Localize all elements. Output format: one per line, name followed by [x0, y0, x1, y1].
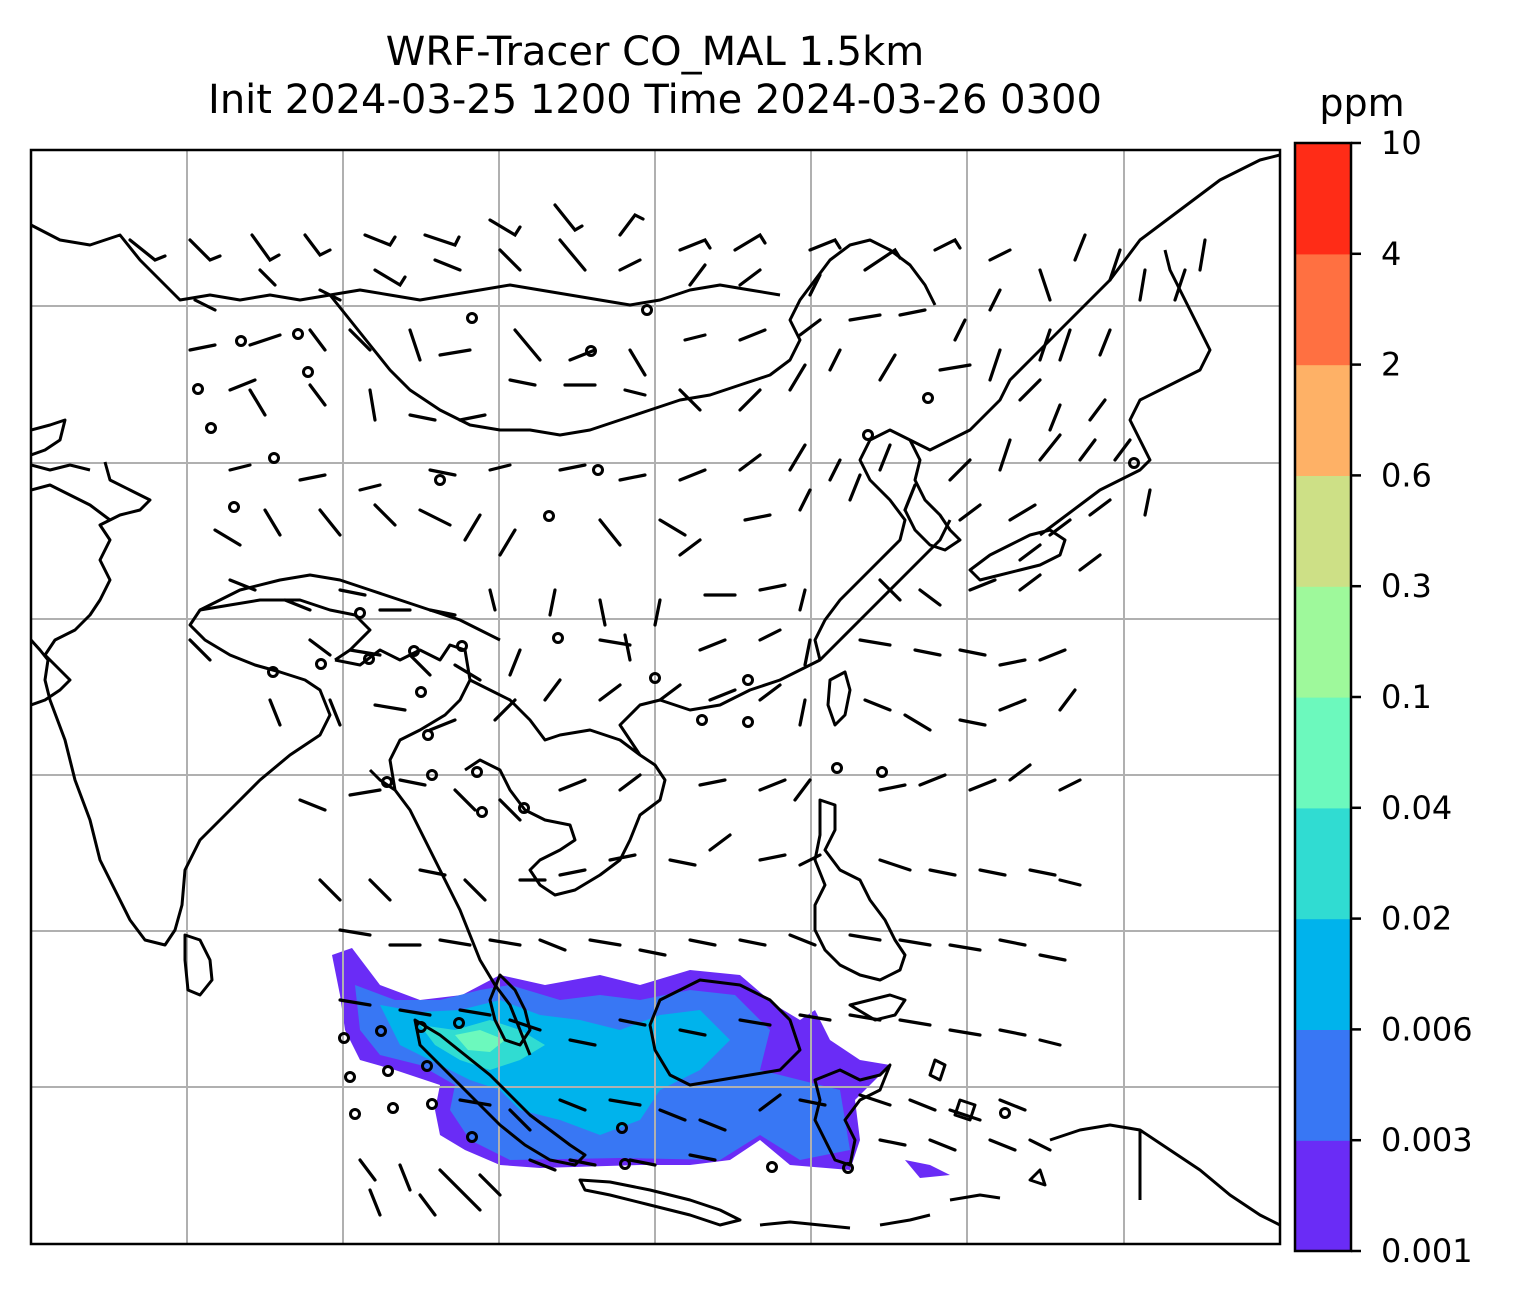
colorbar-tick-label-4: 0.04 [1381, 789, 1452, 827]
border-tibet [199, 573, 501, 642]
coast-borneo [648, 978, 802, 1087]
colorbar-ticks: 0.001 0.003 0.006 0.02 0.04 0.1 0.3 0.6 2 4 10 [1351, 124, 1473, 1270]
colorbar-tick-label-1: 0.003 [1381, 1121, 1473, 1159]
coast-china-north [813, 153, 1280, 661]
wind-barbs [128, 203, 1207, 1217]
colorbar-segment-8 [1295, 253, 1351, 366]
coast-japan [968, 249, 1212, 582]
coast-malay-peninsula [488, 973, 532, 1047]
co-tracer-plume [332, 948, 950, 1178]
colorbar-segment-2 [1295, 918, 1351, 1030]
colorbar-tick-label-0: 0.001 [1381, 1232, 1473, 1270]
coast-taiwan [826, 670, 852, 727]
colorbar-tick-label-6: 0.3 [1381, 567, 1432, 605]
colorbar-segment-6 [1295, 475, 1351, 587]
plume-patch-east [905, 1160, 950, 1178]
colorbar-tick-label-3: 0.02 [1381, 900, 1452, 938]
colorbar-segment-9 [1295, 143, 1351, 255]
colorbar-segment-5 [1295, 586, 1351, 698]
colorbar-tick-label-7: 0.6 [1381, 456, 1432, 494]
map-frame [29, 148, 1282, 1246]
colorbar-segment-3 [1295, 807, 1351, 920]
title-line-2: Init 2024-03-25 1200 Time 2024-03-26 030… [208, 77, 1102, 123]
border-central-asia [31, 223, 937, 437]
coast-lesser-sunda [759, 1168, 1047, 1230]
border-mongolia [329, 283, 781, 307]
calm-wind-markers [192, 304, 1140, 1174]
coast-indochina [464, 519, 952, 897]
coast-new-guinea [1049, 1123, 1280, 1227]
colorbar-segment-0 [1295, 1140, 1351, 1252]
coast-moluccas [928, 1058, 977, 1122]
colorbar: 0.001 0.003 0.006 0.02 0.04 0.1 0.3 0.6 2 4 10 ppm [1293, 81, 1473, 1270]
colorbar-tick-label-2: 0.006 [1381, 1010, 1473, 1048]
colorbar-segments [1295, 143, 1351, 1252]
map-title: WRF-Tracer CO_MAL 1.5km Init 2024-03-25 … [30, 28, 1280, 124]
plume-level-5 [455, 1030, 505, 1052]
graticule [31, 150, 1280, 1244]
coast-sri-lanka [183, 933, 214, 997]
coastlines-and-borders [31, 153, 1280, 1230]
colorbar-unit: ppm [1319, 81, 1404, 125]
title-line-1: WRF-Tracer CO_MAL 1.5km [385, 29, 925, 75]
colorbar-tick-label-5: 0.1 [1381, 678, 1432, 716]
coast-india [31, 461, 372, 947]
colorbar-segment-4 [1295, 697, 1351, 809]
colorbar-segment-7 [1295, 364, 1351, 476]
coast-korea [903, 439, 962, 552]
colorbar-tick-label-9: 4 [1381, 235, 1401, 273]
coast-philippines [813, 798, 907, 1022]
border-west [31, 418, 111, 522]
coast-sumatra [413, 1018, 587, 1167]
coast-java [578, 1178, 742, 1227]
colorbar-tick-label-8: 2 [1381, 346, 1401, 384]
colorbar-segment-1 [1295, 1029, 1351, 1141]
coast-sulawesi [813, 1063, 892, 1167]
colorbar-tick-label-10: 10 [1381, 124, 1422, 162]
